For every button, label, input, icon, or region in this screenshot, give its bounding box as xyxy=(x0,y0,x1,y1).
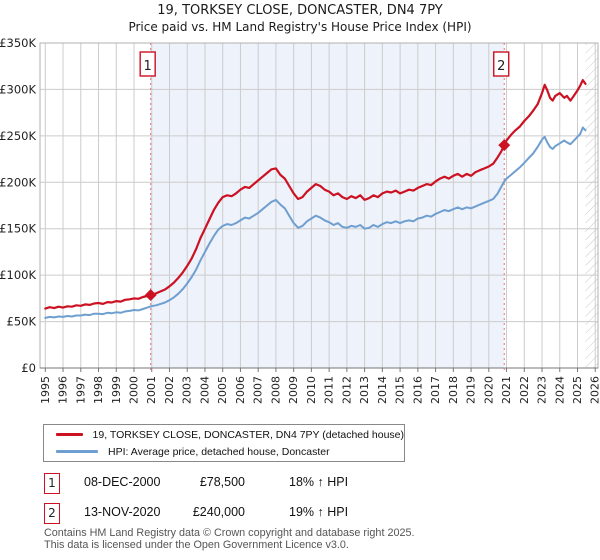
between-sales-shade xyxy=(150,43,505,368)
x-tick-label: 1999 xyxy=(110,376,123,404)
x-tick-label: 2026 xyxy=(589,376,600,404)
x-tick-label: 2025 xyxy=(571,376,584,404)
y-tick-label: £0 xyxy=(21,361,36,375)
sale-marker-2 xyxy=(498,139,511,152)
sale-2-badge: 2 xyxy=(44,503,60,524)
sale-row-2: 2 13-NOV-2020 £240,000 19% ↑ HPI xyxy=(0,503,600,525)
y-tick-label: £100K xyxy=(0,268,36,282)
x-tick-label: 1995 xyxy=(39,376,52,404)
license-line-1: Contains HM Land Registry data © Crown c… xyxy=(44,527,415,539)
x-tick-label: 2012 xyxy=(340,376,353,404)
x-tick-label: 2019 xyxy=(465,376,478,404)
x-tick-label: 2014 xyxy=(376,376,389,404)
property-price-line xyxy=(44,79,587,310)
sale-flag-label-1: 1 xyxy=(144,59,152,74)
page-title: 19, TORKSEY CLOSE, DONCASTER, DN4 7PY xyxy=(157,3,443,18)
license-line-2: This data is licensed under the Open Gov… xyxy=(44,539,349,551)
legend-label-hpi: HPI: Average price, detached house, Donc… xyxy=(108,445,330,458)
x-tick-label: 2004 xyxy=(198,376,211,404)
hpi-line xyxy=(44,126,587,319)
legend-item-hpi: HPI: Average price, detached house, Donc… xyxy=(56,445,404,459)
x-tick-label: 2006 xyxy=(234,376,247,404)
x-tick-label: 2013 xyxy=(358,376,371,404)
x-tick-label: 2009 xyxy=(287,376,300,404)
sale-2-date: 13-NOV-2020 xyxy=(84,505,161,519)
sale-1-badge: 1 xyxy=(44,473,60,494)
sale-row-1: 1 08-DEC-2000 £78,500 18% ↑ HPI xyxy=(0,473,600,495)
x-tick-label: 2003 xyxy=(181,376,194,404)
x-tick-label: 1998 xyxy=(92,376,105,404)
x-tick-label: 2001 xyxy=(145,376,158,404)
y-tick-label: £50K xyxy=(7,315,37,329)
x-tick-label: 2021 xyxy=(500,376,513,404)
y-tick-label: £150K xyxy=(0,222,36,236)
x-tick-label: 2023 xyxy=(536,376,549,404)
x-tick-label: 2018 xyxy=(447,376,460,404)
legend-label-property: 19, TORKSEY CLOSE, DONCASTER, DN4 7PY (d… xyxy=(92,428,404,441)
sale-flag-label-2: 2 xyxy=(497,59,505,74)
x-tick-label: 2022 xyxy=(518,376,531,404)
x-tick-label: 2000 xyxy=(128,376,141,404)
x-tick-label: 2005 xyxy=(216,376,229,404)
sale-1-date: 08-DEC-2000 xyxy=(84,475,161,489)
property-line-swatch xyxy=(56,433,83,436)
sale-flag-box-2 xyxy=(493,51,510,77)
price-chart: £0 £50K £100K £150K £200K £250K £300K £350K 1995… xyxy=(0,36,600,404)
page-subtitle: Price paid vs. HM Land Registry's House … xyxy=(128,20,472,34)
x-tick-label: 2002 xyxy=(163,376,176,404)
sale-2-vs-hpi: 19% ↑ HPI xyxy=(289,505,349,519)
sale-1-price: £78,500 xyxy=(199,475,245,489)
license-note: Contains HM Land Registry data © Crown c… xyxy=(44,527,584,551)
hpi-line-swatch xyxy=(56,450,98,453)
y-tick-label: £350K xyxy=(0,36,36,50)
x-tick-label: 2011 xyxy=(323,376,336,404)
y-tick-label: £200K xyxy=(0,175,36,189)
x-tick-label: 2015 xyxy=(394,376,407,404)
x-tick-label: 2020 xyxy=(482,376,495,404)
future-hatch-band xyxy=(585,43,598,368)
x-tick-label: 2024 xyxy=(553,376,566,404)
legend-item-property: 19, TORKSEY CLOSE, DONCASTER, DN4 7PY (d… xyxy=(56,428,404,442)
x-tick-label: 2008 xyxy=(269,376,282,404)
chart-legend: 19, TORKSEY CLOSE, DONCASTER, DN4 7PY (d… xyxy=(43,424,405,462)
x-tick-label: 1996 xyxy=(57,376,70,404)
x-tick-label: 2017 xyxy=(429,376,442,404)
y-tick-label: £300K xyxy=(0,82,36,96)
x-tick-label: 2007 xyxy=(252,376,265,404)
sale-1-vs-hpi: 18% ↑ HPI xyxy=(289,475,349,489)
x-tick-label: 1997 xyxy=(74,376,87,404)
sale-flag-box-1 xyxy=(139,51,156,77)
sale-2-price: £240,000 xyxy=(192,505,245,519)
y-tick-label: £250K xyxy=(0,129,36,143)
x-tick-label: 2010 xyxy=(305,376,318,404)
x-tick-label: 2016 xyxy=(411,376,424,404)
